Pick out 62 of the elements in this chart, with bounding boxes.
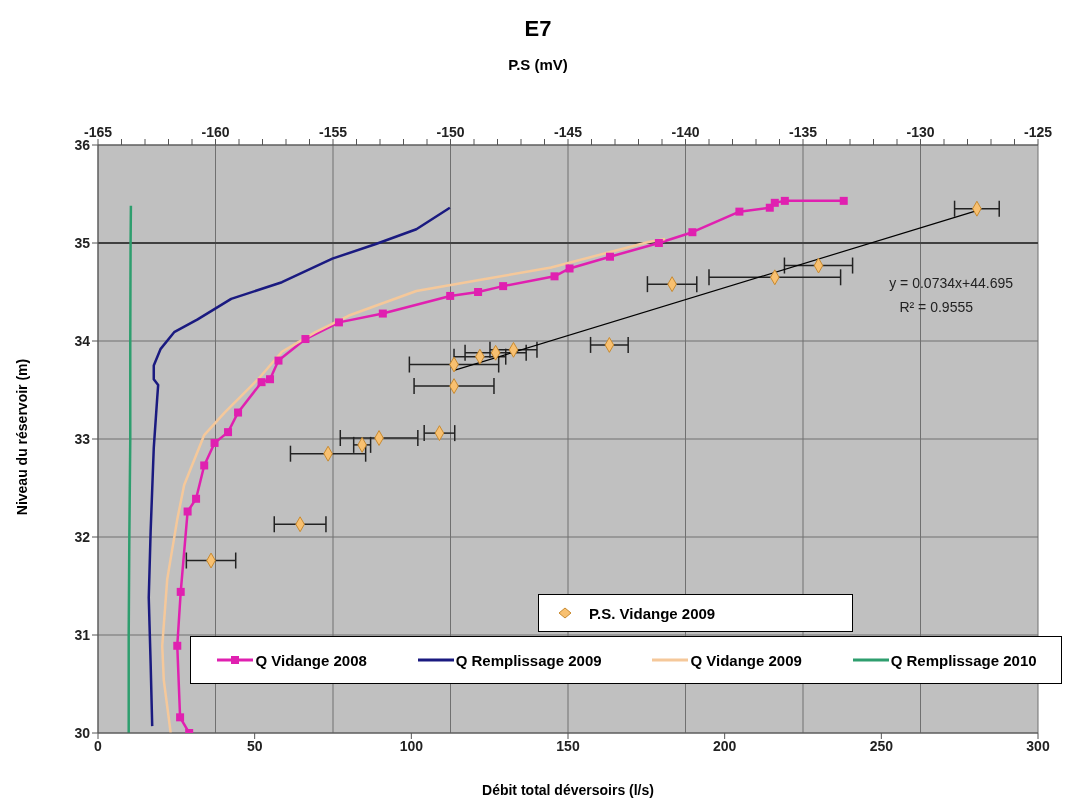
point [735, 207, 744, 216]
legend-label: Q Remplissage 2009 [455, 651, 602, 669]
x2-tick-label: -125 [1023, 124, 1053, 140]
y-tick-label: 31 [74, 626, 91, 643]
y-axis-title: Niveau du réservoir (m) [14, 357, 30, 518]
x2-tick-label: -140 [671, 124, 700, 140]
point [176, 587, 185, 596]
legend-label: Q Vidange 2009 [690, 651, 802, 669]
x-tick-label: 100 [399, 737, 424, 754]
point [770, 198, 779, 207]
line-series [127, 204, 133, 733]
point [183, 507, 192, 516]
point [192, 494, 201, 503]
y-tick-label: 34 [74, 332, 91, 349]
x-axis-title: Débit total déversoirs (l/s) [481, 782, 655, 798]
point [200, 461, 209, 470]
x2-tick-label: -130 [906, 124, 935, 140]
point [565, 264, 574, 273]
annotation: R² = 0.9555 [899, 299, 973, 315]
point [301, 335, 310, 344]
y-tick-label: 32 [74, 528, 91, 545]
x-tick-label: 0 [94, 737, 103, 754]
x2-tick-label: -150 [436, 124, 465, 140]
x-tick-label: 250 [869, 737, 894, 754]
point [334, 318, 343, 327]
point [257, 378, 266, 387]
y-tick-label: 33 [74, 430, 91, 447]
point [550, 272, 559, 281]
y-tick-label: 30 [74, 724, 91, 741]
point [780, 196, 789, 205]
x2-tick-label: -145 [553, 124, 583, 140]
point [688, 228, 697, 237]
point [446, 291, 455, 300]
point [605, 252, 614, 261]
x2-tick-label: -160 [201, 124, 230, 140]
legend-label: Q Remplissage 2010 [890, 651, 1037, 669]
point [173, 641, 182, 650]
point [176, 713, 185, 722]
legend: P.S. Vidange 2009 [538, 594, 853, 632]
x-tick-label: 300 [1026, 737, 1050, 754]
x2-axis-title: P.S (mV) [507, 56, 569, 73]
point [224, 428, 233, 437]
point [378, 309, 387, 318]
x2-tick-label: -135 [788, 124, 818, 140]
point [654, 239, 663, 247]
x-tick-label: 50 [246, 737, 263, 754]
annotation: y = 0.0734x+44.695 [889, 275, 1013, 291]
point [234, 408, 243, 417]
point [499, 282, 508, 291]
line-series [147, 206, 452, 728]
x2-tick-label: -155 [318, 124, 348, 140]
legend-label: P.S. Vidange 2009 [589, 604, 716, 622]
point [210, 438, 219, 447]
x-tick-label: 200 [712, 737, 737, 754]
point [266, 375, 275, 384]
legend-label: Q Vidange 2008 [255, 651, 367, 669]
point [274, 356, 283, 365]
chart-title: E7 [523, 16, 553, 42]
x-tick-label: 150 [556, 737, 580, 754]
point [474, 288, 483, 296]
point [839, 196, 848, 205]
y-tick-label: 35 [74, 234, 91, 251]
